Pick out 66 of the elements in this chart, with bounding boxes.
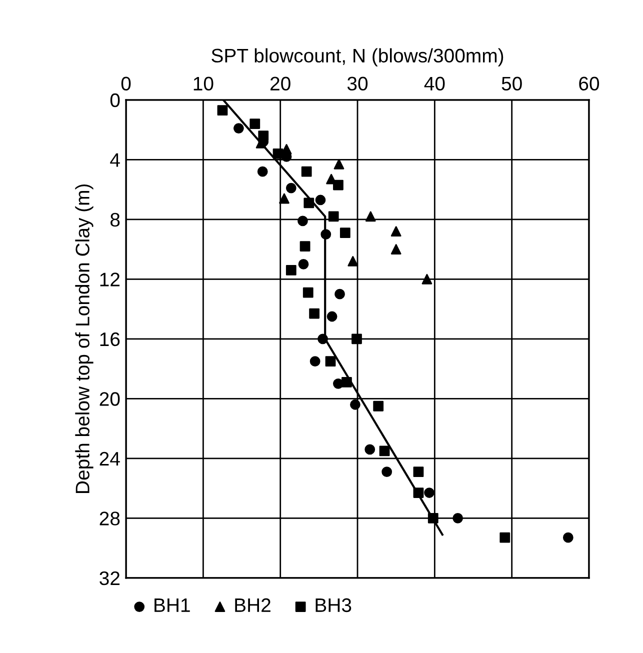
point bbox=[350, 399, 360, 410]
x-axis-title: SPT blowcount, N (blows/300mm) bbox=[212, 48, 504, 66]
point bbox=[422, 274, 432, 284]
point bbox=[318, 334, 328, 344]
x-tick-label: 10 bbox=[194, 76, 214, 91]
point bbox=[352, 334, 362, 344]
point bbox=[298, 216, 308, 226]
point bbox=[300, 241, 310, 252]
point bbox=[390, 244, 402, 254]
legend-label: BH2 bbox=[235, 598, 270, 612]
point bbox=[373, 400, 384, 412]
y-tick-label: 4 bbox=[110, 153, 120, 167]
point bbox=[413, 466, 424, 478]
point bbox=[309, 308, 320, 319]
y-tick-label: 24 bbox=[100, 452, 120, 466]
point bbox=[217, 105, 228, 116]
point bbox=[286, 265, 296, 276]
point bbox=[562, 532, 574, 543]
point bbox=[364, 444, 376, 455]
x-tick-label: 50 bbox=[502, 76, 522, 91]
point bbox=[348, 256, 358, 266]
x-tick-label: 30 bbox=[347, 76, 368, 91]
point bbox=[325, 356, 336, 367]
y-tick-label: 8 bbox=[110, 212, 120, 227]
point bbox=[342, 377, 352, 388]
point bbox=[365, 211, 376, 222]
legend-label: BH1 bbox=[154, 598, 190, 612]
y-tick-label: 12 bbox=[100, 272, 120, 286]
point bbox=[257, 166, 268, 177]
point bbox=[340, 228, 350, 238]
x-tick-label: 40 bbox=[424, 76, 445, 91]
y-tick-label: 32 bbox=[100, 571, 120, 586]
x-tick-label: 20 bbox=[270, 76, 290, 91]
point bbox=[413, 488, 424, 498]
point bbox=[310, 356, 320, 367]
point bbox=[382, 466, 392, 478]
point bbox=[301, 166, 312, 177]
point bbox=[333, 378, 344, 389]
y-axis-title: Depth below top of London Clay (m) bbox=[75, 184, 94, 493]
x-tick-label: 60 bbox=[579, 76, 600, 91]
point bbox=[424, 488, 434, 498]
y-tick-label: 28 bbox=[100, 512, 120, 526]
point bbox=[302, 287, 314, 298]
y-tick-label: 20 bbox=[100, 392, 120, 406]
point bbox=[326, 174, 336, 184]
y-tick-label: 16 bbox=[100, 332, 120, 346]
point bbox=[315, 194, 326, 206]
point bbox=[379, 446, 390, 456]
point bbox=[286, 182, 296, 194]
legend-label: BH3 bbox=[316, 598, 352, 612]
point bbox=[500, 532, 510, 543]
point bbox=[250, 118, 260, 130]
y-tick-label: 0 bbox=[110, 93, 120, 108]
point bbox=[390, 226, 402, 237]
point bbox=[298, 259, 309, 270]
point bbox=[279, 193, 290, 204]
point bbox=[304, 198, 314, 208]
point bbox=[334, 158, 344, 170]
point bbox=[320, 229, 332, 240]
point bbox=[452, 512, 464, 524]
point bbox=[428, 512, 438, 524]
point bbox=[233, 123, 244, 134]
point bbox=[334, 288, 345, 300]
point bbox=[328, 211, 339, 222]
x-tick-label: 0 bbox=[121, 76, 131, 91]
point bbox=[326, 311, 338, 322]
